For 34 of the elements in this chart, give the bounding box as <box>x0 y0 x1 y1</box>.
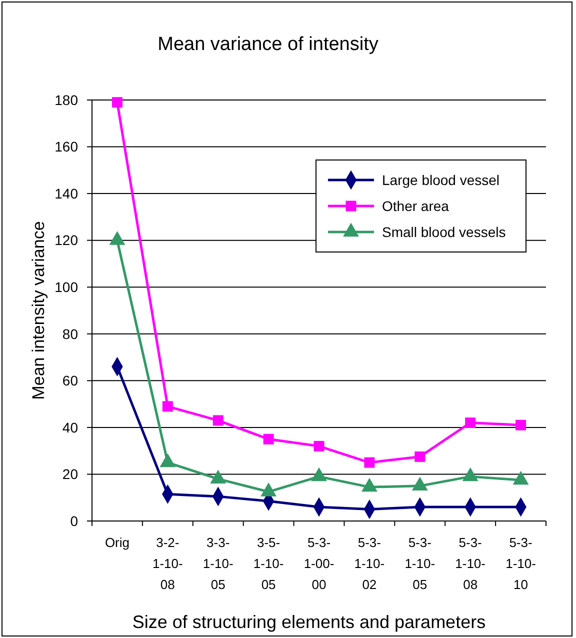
y-tick-label: 120 <box>54 232 78 248</box>
point <box>162 401 173 412</box>
chart-title: Mean variance of intensity <box>158 34 379 55</box>
x-axis-title: Size of structuring elements and parameters <box>132 612 486 632</box>
y-axis-title: Mean intensity variance <box>29 221 48 400</box>
point <box>263 434 274 444</box>
legend-label: Other area <box>382 198 450 214</box>
y-tick-label: 160 <box>54 138 78 155</box>
y-tick-label: 20 <box>62 466 78 482</box>
point <box>212 415 224 426</box>
y-tick-label: 80 <box>62 326 78 342</box>
x-tick-label: 3-5-1-10-05 <box>253 535 284 592</box>
x-tick-label: 3-2-1-10-08 <box>152 535 183 592</box>
point <box>112 97 122 108</box>
x-tick-label: 5-3-1-10-08 <box>455 535 486 592</box>
y-tick-label: 100 <box>54 279 78 296</box>
y-tick-label: 0 <box>70 512 78 529</box>
x-tick-label: 5-3-1-00-00 <box>304 535 334 592</box>
y-tick-label: 40 <box>62 419 78 436</box>
point <box>414 451 426 462</box>
y-tick-label: 60 <box>62 372 78 389</box>
legend-label: Small blood vessels <box>382 224 506 240</box>
point <box>314 440 324 452</box>
point <box>465 418 476 428</box>
x-tick-label: 3-3-1-10-05 <box>202 535 234 592</box>
x-tick-label: 5-3-1-10-02 <box>354 535 385 592</box>
x-tick-label: Orig <box>104 535 130 550</box>
y-tick-label: 140 <box>54 185 78 202</box>
point <box>364 457 375 468</box>
legend-label: Large blood vessel <box>382 172 500 188</box>
point <box>516 420 526 430</box>
y-tick-label: 180 <box>54 92 78 108</box>
x-tick-label: 5-3-1-10-10 <box>506 535 536 592</box>
x-tick-label: 5-3-1-10-05 <box>404 535 436 592</box>
